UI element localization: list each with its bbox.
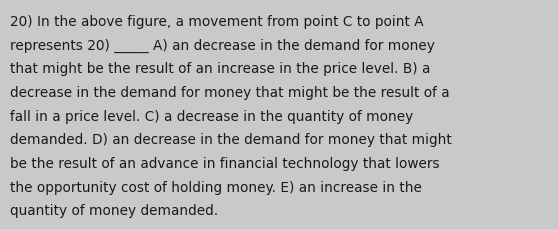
Text: the opportunity cost of holding money. E) an increase in the: the opportunity cost of holding money. E… bbox=[10, 180, 422, 194]
Text: represents 20) _____ A) an decrease in the demand for money: represents 20) _____ A) an decrease in t… bbox=[10, 38, 435, 52]
Text: 20) In the above figure, a movement from point C to point A: 20) In the above figure, a movement from… bbox=[10, 15, 424, 29]
Text: that might be the result of an increase in the price level. B) a: that might be the result of an increase … bbox=[10, 62, 430, 76]
Text: decrease in the demand for money that might be the result of a: decrease in the demand for money that mi… bbox=[10, 86, 450, 100]
Text: quantity of money demanded.: quantity of money demanded. bbox=[10, 204, 218, 218]
Text: demanded. D) an decrease in the demand for money that might: demanded. D) an decrease in the demand f… bbox=[10, 133, 452, 147]
Text: fall in a price level. C) a decrease in the quantity of money: fall in a price level. C) a decrease in … bbox=[10, 109, 413, 123]
Text: be the result of an advance in financial technology that lowers: be the result of an advance in financial… bbox=[10, 156, 440, 170]
